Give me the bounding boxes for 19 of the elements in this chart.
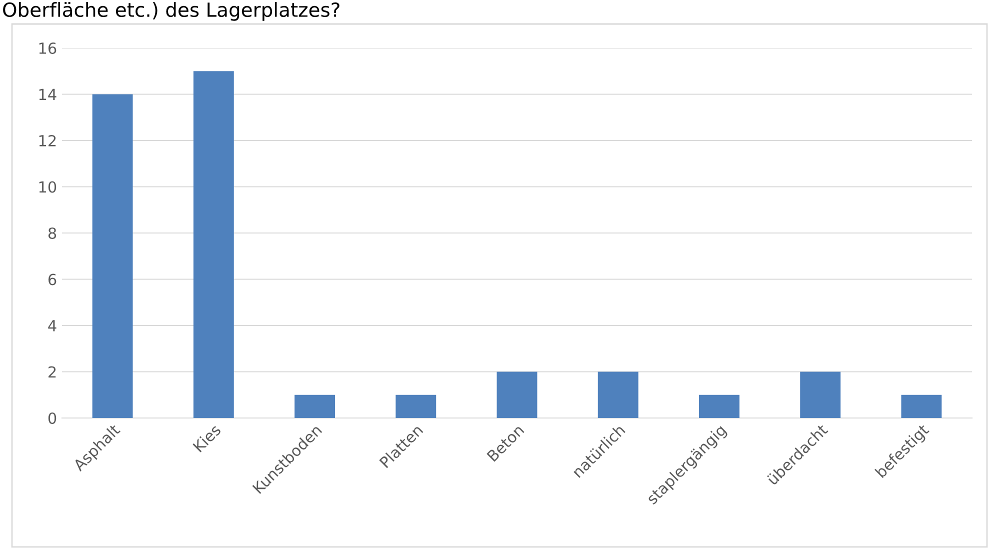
bar xyxy=(800,372,841,418)
bar xyxy=(193,71,234,418)
y-tick-label: 14 xyxy=(39,88,56,100)
bar xyxy=(598,372,638,418)
y-tick-label: 2 xyxy=(48,366,56,378)
bar xyxy=(294,394,335,418)
bar xyxy=(496,372,538,418)
bar xyxy=(92,94,133,418)
y-tick-label: 6 xyxy=(48,274,56,286)
y-tick-label: 12 xyxy=(39,134,56,146)
bar xyxy=(901,394,942,418)
y-tick-label: 0 xyxy=(48,412,56,424)
bar xyxy=(699,394,740,418)
y-tick-label: 4 xyxy=(48,320,56,332)
bar xyxy=(396,394,436,418)
y-tick-label: 16 xyxy=(39,42,56,54)
y-tick-label: 8 xyxy=(48,227,56,240)
chart-title: Oberfläche etc.) des Lagerplatzes? xyxy=(3,2,340,21)
y-tick-label: 10 xyxy=(39,181,56,193)
